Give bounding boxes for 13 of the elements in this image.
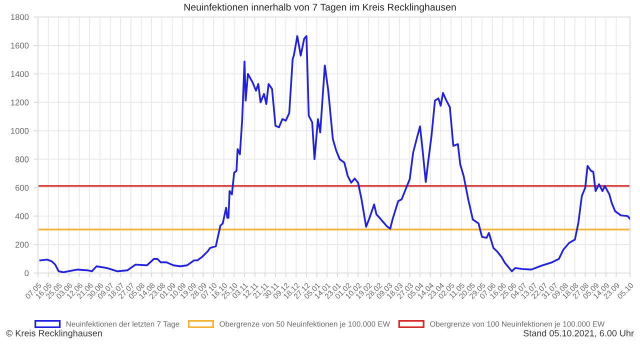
y-tick-label: 1600: [11, 42, 29, 49]
y-tick-label: 1000: [11, 128, 29, 134]
text: © Kreis Recklinghausen: [6, 330, 102, 338]
y-tick-label: 1800: [11, 14, 29, 20]
y-tick-label: 1200: [11, 100, 29, 106]
y-tick-label: 800: [15, 156, 29, 162]
y-tick-label: 600: [15, 184, 29, 191]
y-tick-label: 0: [24, 270, 29, 276]
chart-title: Neuinfektionen innerhalb von 7 Tagen im Kreis Recklinghausen: [184, 3, 456, 13]
y-tick-label: 1400: [11, 71, 29, 77]
y-tick-label: 200: [15, 242, 29, 248]
y-tick-label: 400: [15, 213, 29, 220]
text: Stand 05.10.2021, 6.00 Uhr: [523, 330, 634, 338]
